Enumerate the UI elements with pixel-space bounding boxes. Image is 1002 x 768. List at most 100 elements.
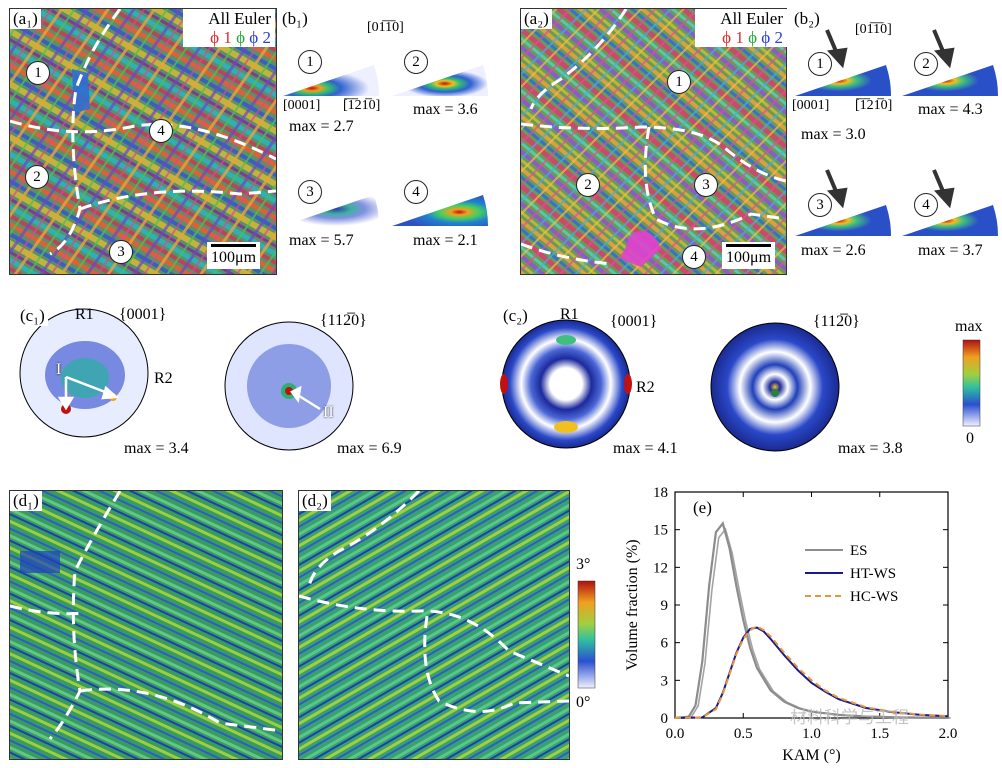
kam-chart: 0 3 6 9 12 15 18 0.0 0.5 1.0 1.5 2.0 KAM (°) Volume f… [624,485,958,764]
pf-max-c1-0001: max = 3.4 [124,440,189,457]
euler-map-a1 [9,8,277,275]
pf-r1-c1: R1 [75,306,94,323]
scale-bar-line [211,244,257,247]
ipf-number-b2-1: 1 [808,52,832,76]
kam-map-d2 [298,490,570,760]
ipf-max-b1-2: max = 3.6 [413,101,478,118]
panel-label-b1: (b₁) [279,9,311,29]
euler-legend-a2: All Euler ϕ 1 ϕ ϕ 2 [695,9,787,47]
ipf-number-b1-2: 2 [404,50,428,74]
arrow-markers-c1 [57,375,321,411]
euler-phi1: ϕ 1 [722,28,744,47]
y-tick-label: 9 [661,598,669,614]
legend-label-es: ES [850,543,868,559]
region-marker-a1-4: 4 [149,119,173,143]
ipf-max-b2-3: max = 2.6 [801,242,866,259]
watermark-text: 材料科学与工程 [790,708,909,727]
x-axis-label: KAM (°) [782,747,840,764]
pf-max-c2-1120: max = 3.8 [838,440,903,457]
x-tick-label: 1.5 [870,726,889,742]
pf-r1-c2: R1 [560,306,579,323]
pf-title-c2-0001: {0001} [610,313,658,330]
euler-map-a2 [520,8,787,275]
pf-title-c2-1120: {112̅0} [813,313,860,330]
scale-bar-a1: 100μm [207,242,261,269]
y-tick-label: 6 [661,636,669,652]
region-marker-a2-1: 1 [667,70,691,94]
ipf-max-b1-1: max = 2.7 [289,118,354,135]
panel-label-c2: (c₂) [500,306,531,326]
region-marker-a1-3: 3 [109,240,133,264]
panel-label-e: (e) [690,498,715,518]
colorbar-kam-bottom: 0° [576,694,591,711]
ipf-b1-4 [392,195,489,226]
ipf-b2-1 [795,65,892,96]
panel-label-c1: (c₁) [17,306,48,326]
ipf-number-b2-3: 3 [808,193,832,217]
region-marker-a2-3: 3 [694,173,718,197]
series-line-hc-ws [674,625,949,719]
euler-phi1: ϕ 1 [210,28,232,47]
ipf-axis-left-b2: [0001] [792,98,830,113]
x-tick-label: 0.0 [666,726,685,742]
x-tick-label: 2.0 [939,726,958,742]
euler-map-a2-image [521,9,786,274]
legend-label-hc-ws: HC-WS [850,589,898,605]
euler-legend-title: All Euler [720,9,783,28]
euler-map-a1-image [10,9,276,274]
ipf-number-b2-4: 4 [914,193,938,217]
y-tick-label: 15 [653,523,668,539]
region-marker-a2-4: 4 [682,245,706,269]
panel-label-a2: (a₂) [521,9,552,29]
colorbar-kam-top: 3° [576,556,591,573]
ipf-axis-top-b1: [01̅1̅0] [367,20,404,35]
euler-phi2: ϕ 2 [249,28,271,47]
ipf-max-b2-2: max = 4.3 [918,101,983,118]
panel-label-b2: (b₂) [791,9,823,29]
legend-label-ht-ws: HT-WS [850,566,896,582]
colorbar-pole-figure [962,339,981,427]
ipf-axis-top-b2: [01̅1̅0] [855,22,892,37]
pf-mark-II: II [323,404,334,421]
pf-max-c2-0001: max = 4.1 [613,440,678,457]
ipf-number-b1-4: 4 [404,180,428,204]
ipf-axis-right-b1: [̅1̅21̅0] [343,98,381,113]
colorbar-kam [577,580,596,689]
euler-Phi: ϕ [748,28,758,47]
y-tick-label: 18 [653,485,668,501]
ipf-b2-4 [902,205,999,236]
ipf-graphics [283,29,999,236]
x-tick-label: 0.5 [734,726,753,742]
pf-title-c1-0001: {0001} [119,306,167,323]
pf-mark-I: I [56,361,62,378]
y-tick-label: 0 [661,711,669,727]
ipf-number-b1-1: 1 [298,50,322,74]
pf-max-c1-1120: max = 6.9 [337,440,402,457]
y-axis-label: Volume fraction (%) [624,539,641,670]
series-line-es [674,520,949,720]
colorbar-pf-top: max [955,318,983,335]
ipf-max-b2-1: max = 3.0 [801,126,866,143]
x-tick-label: 1.0 [802,726,821,742]
euler-phi2: ϕ 2 [761,28,783,47]
colorbar-pf-bottom: 0 [966,430,974,447]
kam-map-d2-image [299,491,569,759]
ipf-b1-1 [283,65,380,96]
plot-frame [674,491,949,719]
ipf-b1-3 [283,195,380,226]
ipf-number-b1-3: 3 [298,180,322,204]
pf-title-c1-1120: {112̅0} [320,312,367,329]
ipf-max-b2-4: max = 3.7 [918,242,983,259]
pf-r2-c2: R2 [636,379,655,396]
euler-legend-title: All Euler [208,9,271,28]
ipf-max-b1-3: max = 5.7 [289,232,354,249]
pf-r2-c1: R2 [154,370,173,387]
ipf-max-b1-4: max = 2.1 [413,232,478,249]
panel-label-a1: (a₁) [10,9,41,29]
series-line-es-replicate [677,527,951,719]
euler-legend-a1: All Euler ϕ 1 ϕ ϕ 2 [183,9,275,47]
ipf-axis-right-b2: [̅1̅21̅0] [855,98,893,113]
y-tick-label: 12 [653,560,668,576]
ipf-number-b2-2: 2 [914,52,938,76]
euler-Phi: ϕ [236,28,246,47]
